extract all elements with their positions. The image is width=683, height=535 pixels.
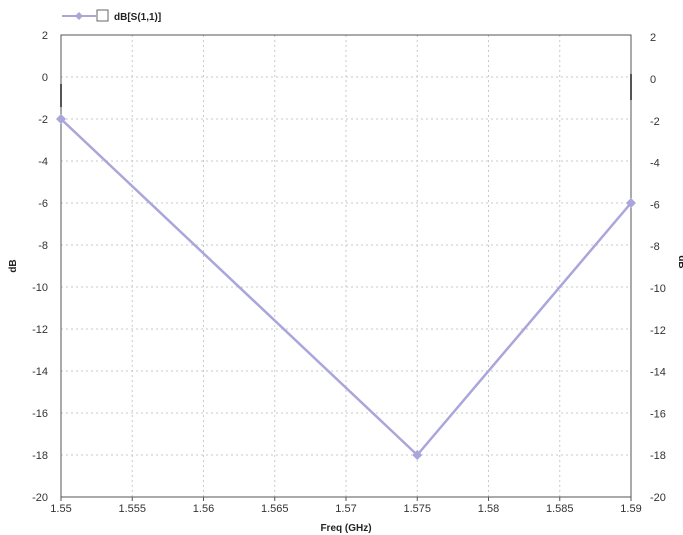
y-tick-label-right: -4 xyxy=(650,158,660,170)
data-point-marker xyxy=(56,114,66,124)
y-tick-label-right: -2 xyxy=(650,116,660,128)
y-axis-title-right: dB xyxy=(676,255,683,268)
x-tick-label: 1.565 xyxy=(261,503,289,515)
y-tick-label-right: -8 xyxy=(650,241,660,253)
data-point-marker xyxy=(412,450,423,460)
y-tick-label-right: -12 xyxy=(650,325,666,337)
right-y-axis: 2 0 -2 -4 -6 -8 -10 -12 -14 -16 -18 -20 xyxy=(630,32,666,504)
y-tick-label-left: -18 xyxy=(32,450,48,462)
legend-checkbox[interactable] xyxy=(96,9,109,22)
y-tick-label-left: 0 xyxy=(42,72,48,84)
y-axis-title-left: dB xyxy=(8,259,19,272)
x-tick-label: 1.57 xyxy=(335,503,356,515)
legend-marker-icon xyxy=(75,12,83,20)
x-tick-label: 1.58 xyxy=(478,503,499,515)
legend-label: dB[S(1,1)] xyxy=(114,12,161,23)
y-tick-label-right: 2 xyxy=(650,32,656,44)
y-tick-label-left: -2 xyxy=(38,114,48,126)
y-tick-label-right: -10 xyxy=(650,283,666,295)
y-tick-label-left: 2 xyxy=(42,30,48,42)
x-tick-label: 1.55 xyxy=(50,503,71,515)
y-tick-label-left: -14 xyxy=(32,366,48,378)
y-tick-label-left: -8 xyxy=(38,240,48,252)
x-tick-label: 1.575 xyxy=(403,503,431,515)
y-tick-label-left: -4 xyxy=(38,156,48,168)
y-tick-label-right: -6 xyxy=(650,199,660,211)
legend: dB[S(1,1)] xyxy=(62,9,161,23)
left-y-axis: 2 0 -2 -4 -6 -8 -10 -12 -14 -16 -18 -20 xyxy=(32,30,62,504)
y-tick-label-right: 0 xyxy=(650,74,656,86)
y-tick-label-left: -20 xyxy=(32,492,48,504)
x-axis-title: Freq (GHz) xyxy=(320,523,371,534)
y-tick-label-left: -10 xyxy=(32,282,48,294)
x-tick-label: 1.59 xyxy=(620,503,641,515)
y-tick-label-left: -6 xyxy=(38,198,48,210)
y-tick-label-right: -20 xyxy=(650,492,666,504)
series-layer xyxy=(56,114,636,460)
x-tick-label: 1.56 xyxy=(193,503,214,515)
y-tick-label-right: -14 xyxy=(650,367,666,379)
x-tick-label: 1.555 xyxy=(118,503,146,515)
y-tick-label-left: -16 xyxy=(32,408,48,420)
y-tick-label-left: -12 xyxy=(32,324,48,336)
grid xyxy=(61,35,631,497)
data-point-marker xyxy=(626,198,636,208)
y-tick-label-right: -16 xyxy=(650,408,666,420)
x-axis: 1.55 1.555 1.56 1.565 1.57 1.575 1.58 1.585 1.59 xyxy=(50,497,642,515)
y-tick-label-right: -18 xyxy=(650,450,666,462)
x-tick-label: 1.585 xyxy=(546,503,574,515)
